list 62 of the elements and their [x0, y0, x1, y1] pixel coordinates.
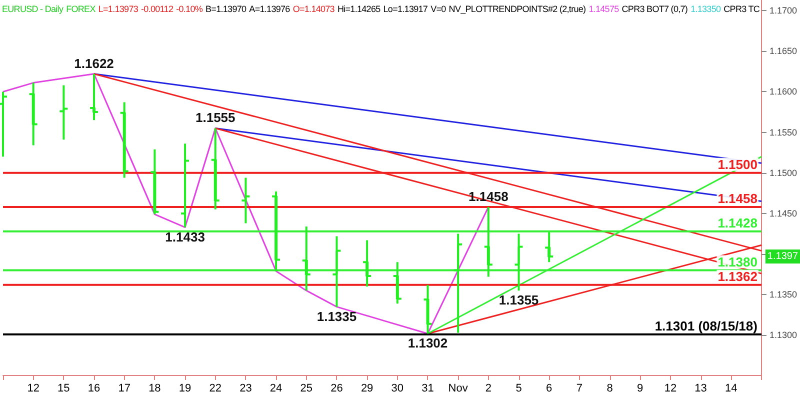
annotation: NV_PLOTTRENDPOINTS#2 (2,true) [448, 4, 586, 14]
x-tick-label: 12 [27, 382, 40, 394]
x-tick-label: 9 [637, 382, 644, 394]
annotation: 1.1458 [468, 188, 508, 204]
y-tick-label: 1.1450 [769, 208, 798, 218]
x-tick-label: 26 [330, 382, 343, 394]
annotation: 1.1302 [408, 336, 448, 351]
y-tick-label: 1.1650 [769, 46, 798, 56]
text: 1.1397 [767, 250, 798, 262]
annotation: V=0 [430, 4, 446, 14]
y-tick-label: 1.1550 [769, 127, 798, 138]
x-tick-label: 23 [240, 382, 252, 394]
ref-line-label: 1.1458 [718, 190, 758, 206]
x-tick-label: 18 [148, 382, 161, 394]
annotation: O=1.14073 [292, 4, 334, 14]
annotation: L=1.13973 [98, 4, 138, 14]
x-tick-label: 25 [300, 382, 313, 394]
x-tick-label: 7 [576, 382, 582, 394]
x-tick-label: 17 [118, 382, 130, 394]
ref-line-label: 1.1500 [718, 156, 758, 172]
annotation: Lo=1.13917 [383, 4, 428, 14]
x-tick-label: 24 [270, 382, 282, 394]
x-tick-label: 30 [391, 382, 404, 394]
y-tick-label: 1.1300 [769, 330, 798, 340]
y-tick-label: 1.1350 [769, 290, 798, 300]
x-tick-label: 16 [88, 382, 100, 394]
annotation: 1.14575 [588, 4, 619, 14]
annotation: CPR3 TC [724, 4, 760, 14]
annotation: 1.1555 [195, 110, 236, 126]
x-tick-label: 31 [422, 382, 434, 394]
x-tick-label: 8 [606, 382, 613, 394]
annotation: 1.1622 [74, 56, 114, 71]
x-tick-label: 5 [516, 382, 522, 394]
annotation: A=1.13976 [249, 4, 290, 14]
x-tick-label: 13 [694, 382, 707, 394]
ref-line-label: 1.1428 [718, 215, 758, 230]
x-tick-label: 12 [664, 382, 677, 394]
annotation: -0.10% [176, 4, 203, 14]
annotation: 1.1355 [498, 292, 539, 308]
x-tick-label: Nov [448, 382, 468, 394]
annotation: FOREX [66, 4, 96, 14]
annotation: -0.00112 [141, 4, 174, 14]
x-tick-label: 29 [360, 382, 374, 394]
x-tick-label: 15 [58, 382, 70, 394]
x-tick-label: 19 [178, 382, 192, 394]
x-tick-label: 6 [546, 382, 552, 394]
x-tick-label: 22 [209, 382, 222, 394]
y-tick-label: 1.1700 [769, 6, 798, 16]
annotation: Hi=1.14265 [337, 4, 380, 14]
annotation: CPR3 BOT7 (0,7) [622, 4, 688, 14]
ref-line-label: 1.1362 [718, 268, 758, 284]
y-tick-label: 1.1500 [769, 168, 798, 178]
ref-line-label: 1.1380 [718, 254, 758, 270]
annotation: 1.13350 [690, 4, 721, 14]
ref-line-label: 1.1301 (08/15/18) [654, 318, 758, 334]
annotation: 1.1335 [316, 308, 357, 324]
y-tick-label: 1.1600 [769, 86, 798, 97]
x-tick-label: 2 [485, 382, 492, 394]
chart-title: EURUSD - Daily [2, 4, 64, 14]
annotation: 1.1433 [165, 229, 205, 244]
annotation: B=1.13970 [206, 4, 246, 14]
x-tick-label: 14 [725, 382, 738, 394]
